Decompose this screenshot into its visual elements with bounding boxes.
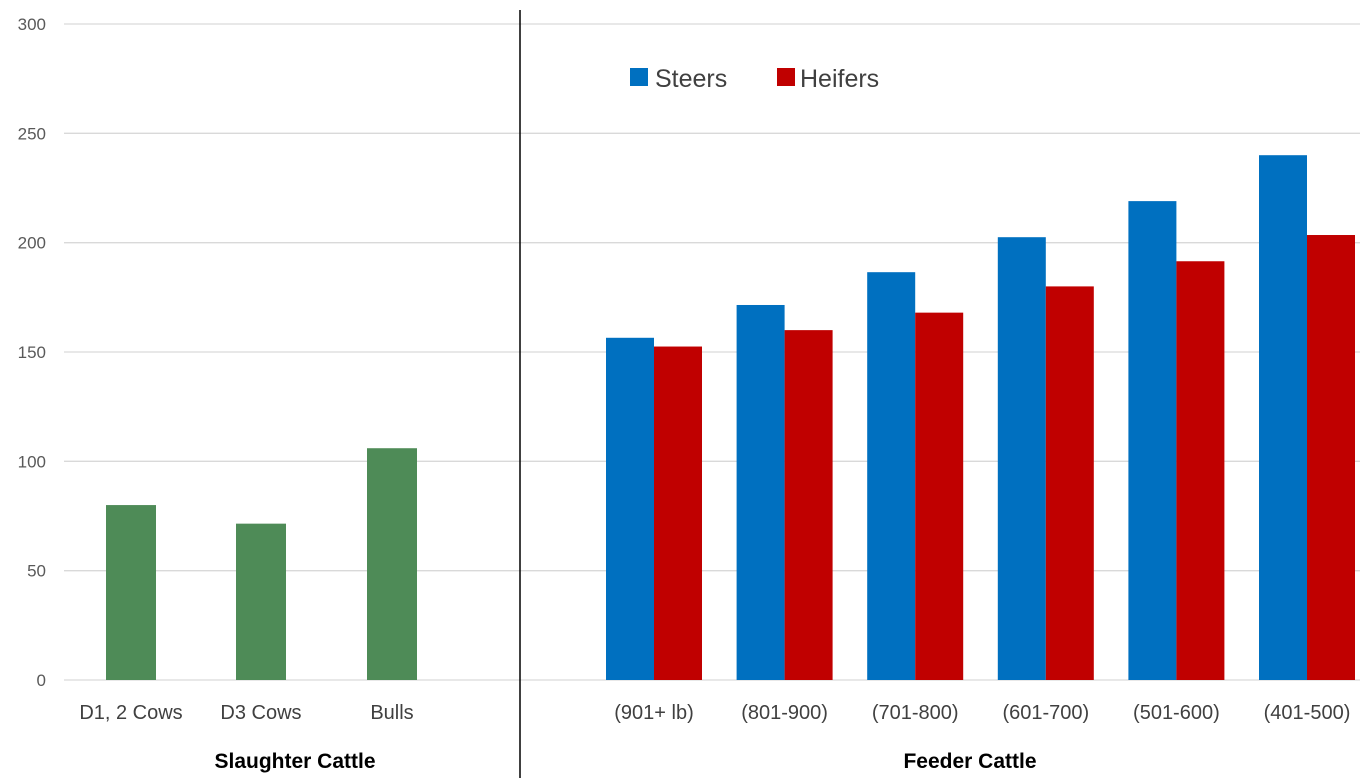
category-label-d3-cows: D3 Cows [220, 702, 301, 724]
bar-steers-601-700 [997, 237, 1046, 680]
legend-heifers-swatch [777, 68, 795, 86]
legend-steers-swatch [630, 68, 648, 86]
y-axis-ticks: 0 50 100 150 200 250 300 [18, 15, 46, 690]
category-label-bulls: Bulls [370, 702, 413, 724]
category-labels: D1, 2 Cows D3 Cows Bulls (901+ lb) (801-900)… [79, 702, 1350, 724]
bar-steers-701-800 [867, 272, 916, 680]
legend: Steers Heifers [630, 65, 879, 93]
bar-heifers-401-500 [1307, 235, 1355, 680]
bar-heifers-801-900 [784, 330, 833, 680]
slaughter-cattle-label: Slaughter Cattle [214, 750, 375, 773]
category-label-601-700: (601-700) [1002, 702, 1089, 724]
category-label-801-900: (801-900) [741, 702, 828, 724]
bar-d3-cows [236, 523, 286, 680]
category-label-501-600: (501-600) [1133, 702, 1220, 724]
y-tick-label: 200 [18, 234, 46, 253]
bar-bulls [367, 448, 417, 680]
y-tick-label: 150 [18, 343, 46, 362]
bar-d1-2-cows [106, 505, 156, 680]
bar-steers-401-500 [1259, 155, 1307, 680]
feeder-cattle-label: Feeder Cattle [903, 750, 1036, 773]
category-label-401-500: (401-500) [1264, 702, 1351, 724]
bar-steers-501-600 [1128, 201, 1177, 680]
y-tick-label: 0 [37, 671, 46, 690]
category-label-901-lb: (901+ lb) [614, 702, 694, 724]
bar-heifers-501-600 [1176, 261, 1225, 680]
category-label-701-800: (701-800) [872, 702, 959, 724]
category-label-d1-2-cows: D1, 2 Cows [79, 702, 182, 724]
bar-steers-801-900 [736, 304, 785, 680]
legend-heifers-label: Heifers [800, 65, 879, 93]
bar-heifers-601-700 [1045, 286, 1094, 680]
y-tick-label: 300 [18, 15, 46, 34]
y-tick-label: 250 [18, 124, 46, 143]
y-tick-label: 100 [18, 452, 46, 471]
bar-steers-901-lb [606, 337, 654, 680]
y-tick-label: 50 [27, 562, 46, 581]
legend-steers-label: Steers [655, 65, 727, 93]
bars [106, 155, 1355, 680]
bar-heifers-901-lb [654, 346, 702, 680]
bar-heifers-701-800 [915, 312, 964, 680]
